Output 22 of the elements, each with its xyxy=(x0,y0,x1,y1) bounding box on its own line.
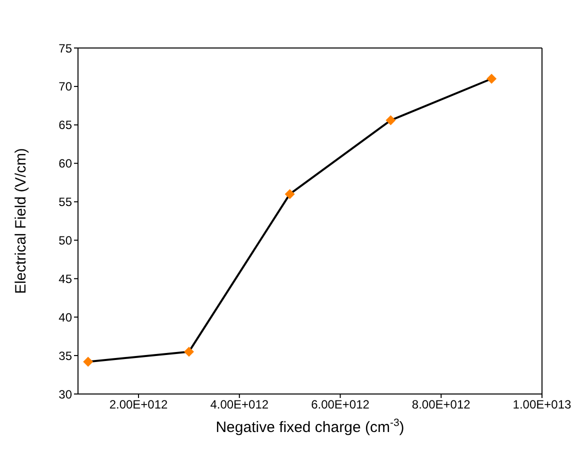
x-tick-label: 1.00E+013 xyxy=(512,398,572,412)
x-tick-label: 8.00E+012 xyxy=(412,398,471,412)
y-tick-label: 45 xyxy=(58,272,72,286)
y-tick-label: 35 xyxy=(58,348,72,363)
point xyxy=(83,356,94,367)
point xyxy=(284,189,295,200)
x-axis-title: Negative fixed charge (cm$^{-3}$) xyxy=(216,417,404,436)
x-tick-label: 4.00E+012 xyxy=(210,398,269,412)
point xyxy=(184,346,194,357)
y-tick-label: 70 xyxy=(58,80,72,94)
y-tick-label: 75 xyxy=(58,41,72,56)
point xyxy=(486,74,497,84)
y-tick-label: 60 xyxy=(58,156,72,171)
y-axis-title: Electrical Field (V/cm) xyxy=(12,148,30,294)
x-tick-label: 2.00E+012 xyxy=(109,398,168,412)
y-tick-label: 50 xyxy=(58,233,72,248)
point xyxy=(386,115,396,126)
x-tick-label: 6.00E+012 xyxy=(311,398,370,412)
y-tick-label: 40 xyxy=(58,310,72,324)
y-tick-label: 65 xyxy=(58,118,72,132)
y-tick-label: 55 xyxy=(58,195,72,210)
y-tick-label: 30 xyxy=(58,387,72,402)
